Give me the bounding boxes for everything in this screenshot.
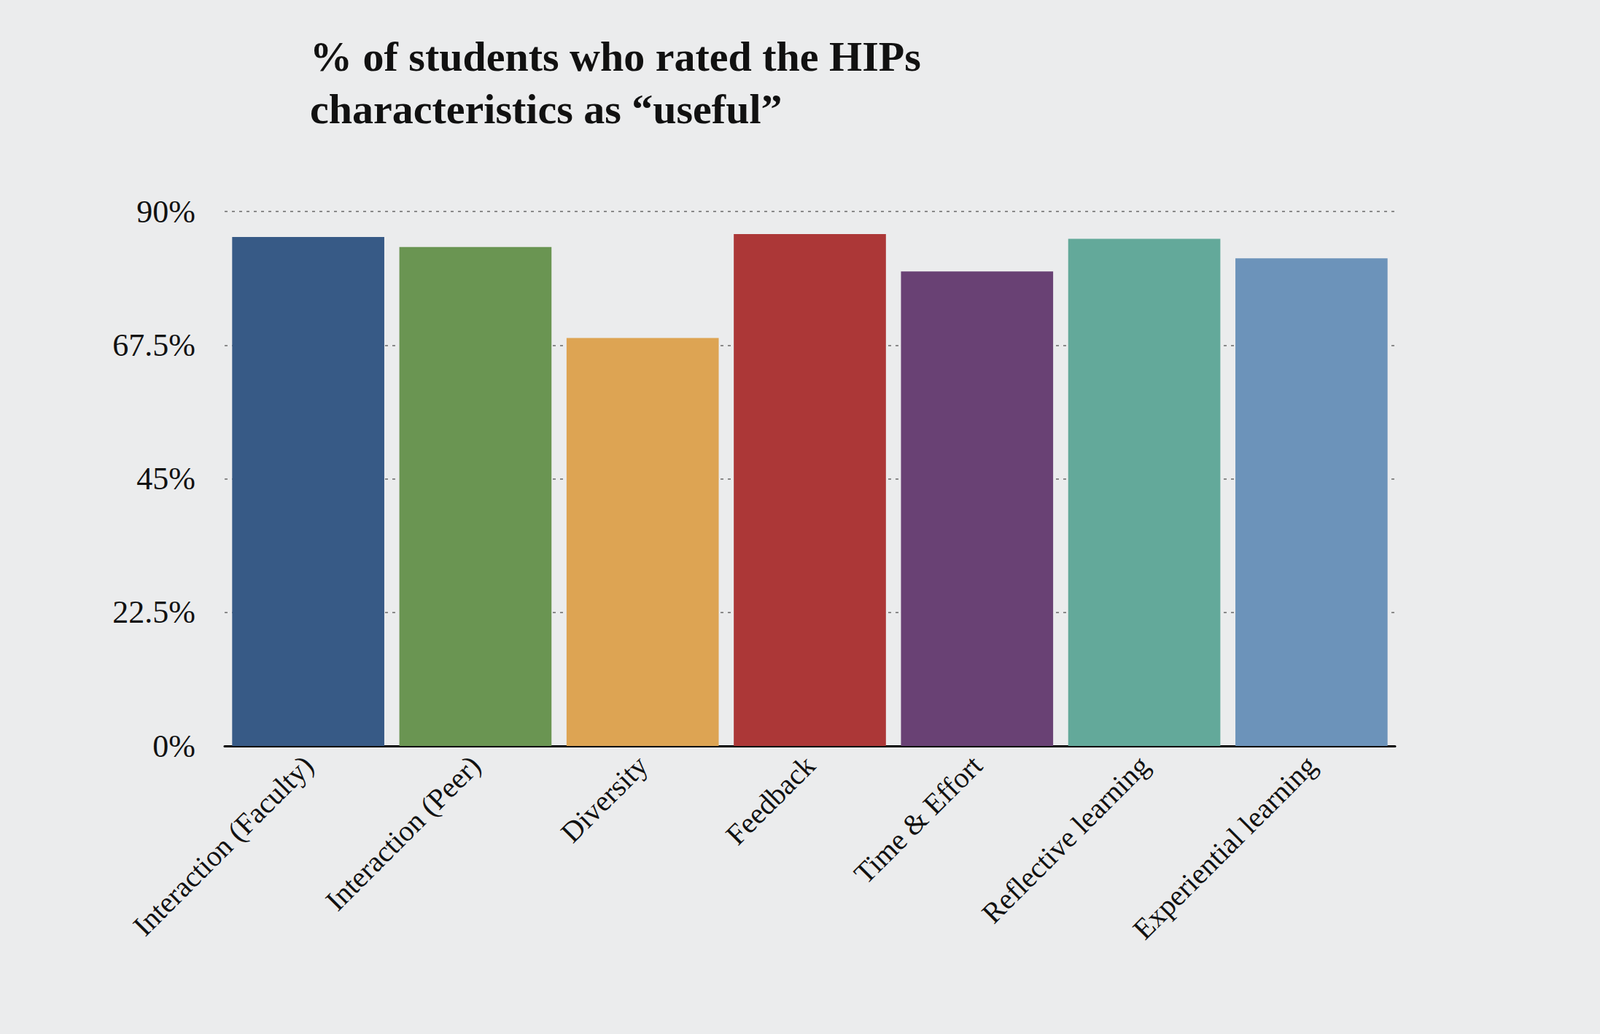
svg-text:Time & Effort: Time & Effort [847, 748, 989, 891]
svg-text:67.5%: 67.5% [112, 327, 196, 364]
svg-text:0%: 0% [152, 728, 196, 765]
svg-text:45%: 45% [136, 460, 196, 497]
svg-text:Diversity: Diversity [554, 748, 655, 849]
svg-text:Interaction (Faculty): Interaction (Faculty) [126, 748, 321, 943]
svg-text:% of students who rated the HI: % of students who rated the HIPs [309, 32, 922, 81]
svg-text:90%: 90% [136, 193, 196, 230]
svg-text:characteristics as “useful”: characteristics as “useful” [309, 85, 783, 133]
svg-text:Reflective learning: Reflective learning [975, 748, 1156, 930]
svg-text:Experiential learning: Experiential learning [1126, 748, 1324, 946]
svg-text:Feedback: Feedback [719, 748, 822, 852]
svg-text:Interaction (Peer): Interaction (Peer) [318, 748, 487, 917]
svg-text:22.5%: 22.5% [112, 594, 196, 631]
